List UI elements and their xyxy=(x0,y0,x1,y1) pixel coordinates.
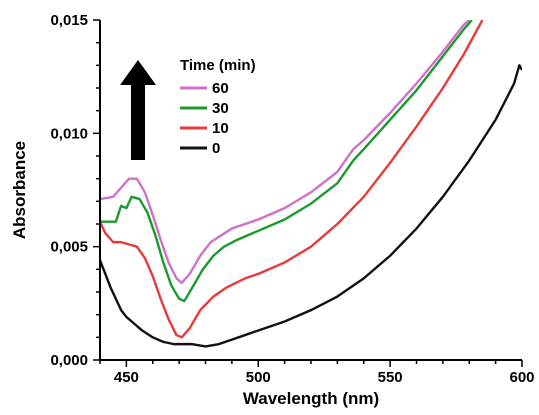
legend-label-10: 10 xyxy=(212,120,229,137)
x-tick-label: 450 xyxy=(114,369,139,386)
series-line-10 xyxy=(100,20,484,339)
legend-label-30: 30 xyxy=(212,100,229,117)
arrow-annotation xyxy=(120,60,156,160)
y-tick-label: 0,000 xyxy=(50,352,88,369)
up-arrow-icon xyxy=(120,60,156,160)
y-tick-label: 0,010 xyxy=(50,125,88,142)
x-tick-label: 550 xyxy=(378,369,403,386)
series-line-30 xyxy=(100,20,473,303)
legend: Time (min) 60 30 10 0 xyxy=(180,57,256,157)
y-tick-label: 0,015 xyxy=(50,12,88,29)
legend-label-0: 0 xyxy=(212,140,220,157)
x-axis-title: Wavelength (nm) xyxy=(243,389,379,408)
x-tick-label: 600 xyxy=(509,369,534,386)
y-axis-title: Absorbance xyxy=(10,141,29,239)
x-tick-label: 500 xyxy=(246,369,271,386)
series-line-60 xyxy=(100,20,471,285)
legend-label-60: 60 xyxy=(212,80,229,97)
legend-title: Time (min) xyxy=(180,57,256,74)
series-lines xyxy=(100,20,522,348)
series-line-0 xyxy=(100,64,522,348)
y-tick-label: 0,005 xyxy=(50,239,88,256)
